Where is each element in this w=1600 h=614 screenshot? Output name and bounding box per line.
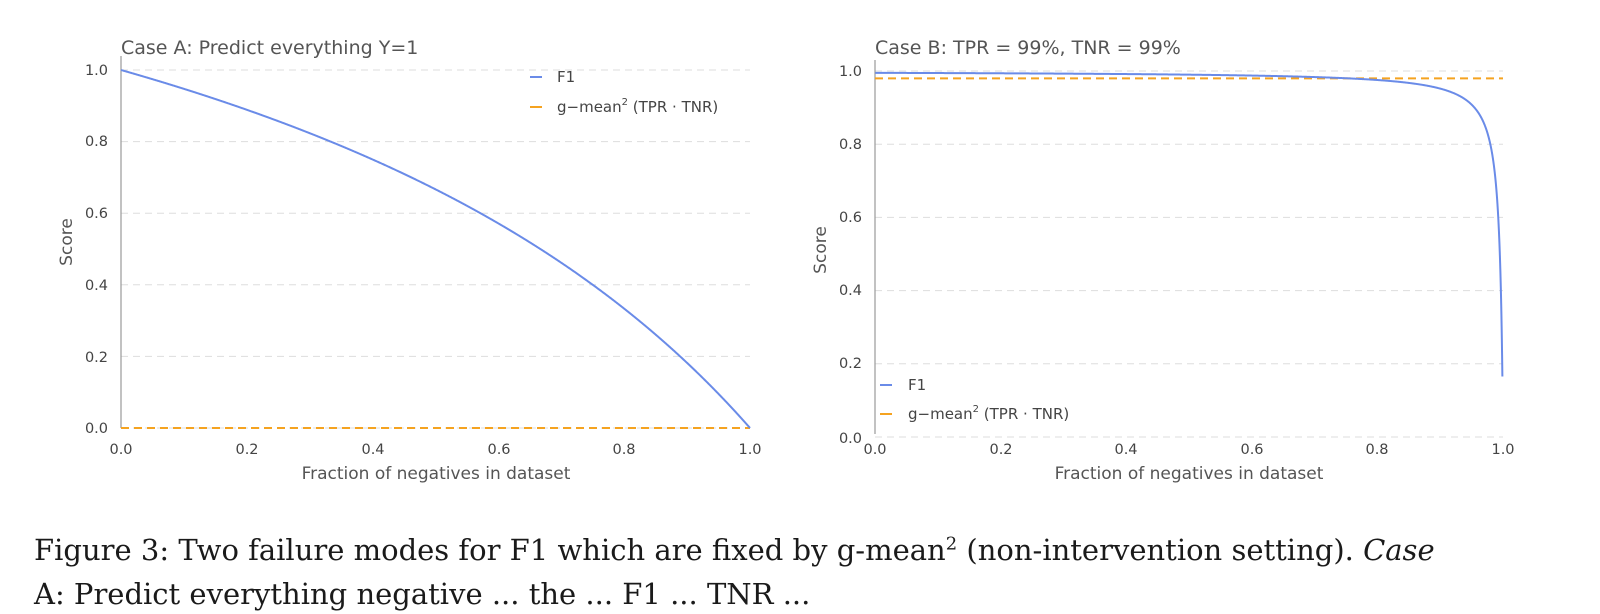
chart-b-ytick-3: 0.6 <box>839 210 862 226</box>
chart-b-x-label: Fraction of negatives in dataset <box>1055 464 1324 484</box>
chart-a-ytick-1: 0.2 <box>85 350 108 366</box>
chart-b-x-ticks: 0.0 0.2 0.4 0.6 0.8 1.0 <box>863 442 1514 458</box>
chart-b-xtick-5: 1.0 <box>1491 442 1514 458</box>
chart-a-f1-line <box>120 69 751 429</box>
chart-a-ytick-4: 0.8 <box>85 134 108 150</box>
figure-caption: Figure 3: Two failure modes for F1 which… <box>34 530 1574 570</box>
chart-a-ytick-5: 1.0 <box>85 63 108 79</box>
chart-b-gridlines <box>875 70 1503 438</box>
chart-a-legend-gmean-label: g−mean2 (TPR · TNR) <box>557 97 718 116</box>
caption-sup: 2 <box>945 533 958 555</box>
chart-a-xtick-0: 0.0 <box>109 442 132 458</box>
chart-a-x-ticks: 0.0 0.2 0.4 0.6 0.8 1.0 <box>109 442 761 458</box>
chart-b-xtick-1: 0.2 <box>989 442 1012 458</box>
chart-b-ytick-0: 0.0 <box>839 431 862 447</box>
chart-a-title: Case A: Predict everything Y=1 <box>121 37 418 59</box>
figure: Case A: Predict everything Y=1 0.0 0.2 0… <box>57 37 1515 484</box>
chart-b-ytick-5: 1.0 <box>839 64 862 80</box>
chart-a-legend: F1 g−mean2 (TPR · TNR) <box>530 68 718 116</box>
chart-b-title: Case B: TPR = 99%, TNR = 99% <box>875 37 1181 59</box>
chart-a-xtick-4: 0.8 <box>612 442 635 458</box>
chart-b-legend-f1-label: F1 <box>908 376 926 394</box>
chart-a-ytick-0: 0.0 <box>85 421 108 437</box>
chart-case-a: Case A: Predict everything Y=1 0.0 0.2 0… <box>57 37 762 484</box>
chart-b-legend-gmean-label: g−mean2 (TPR · TNR) <box>908 404 1069 423</box>
chart-a-ytick-3: 0.6 <box>85 206 108 222</box>
chart-b-xtick-3: 0.6 <box>1240 442 1263 458</box>
chart-a-xtick-2: 0.4 <box>361 442 384 458</box>
chart-a-ytick-2: 0.4 <box>85 278 108 294</box>
chart-b-ytick-2: 0.4 <box>839 283 862 299</box>
chart-a-y-ticks: 0.0 0.2 0.4 0.6 0.8 1.0 <box>85 63 108 437</box>
chart-b-y-ticks: 0.0 0.2 0.4 0.6 0.8 1.0 <box>839 64 862 447</box>
figure-caption-line2: A: Predict everything negative ... the .… <box>34 577 811 611</box>
chart-b-f1-line <box>875 71 1504 377</box>
caption-suffix: (non-intervention setting). <box>957 533 1354 567</box>
chart-case-b: Case B: TPR = 99%, TNR = 99% 0.0 0.2 0.4… <box>811 37 1515 484</box>
chart-a-x-label: Fraction of negatives in dataset <box>302 464 571 484</box>
caption-italic: Case <box>1363 533 1435 567</box>
chart-b-xtick-0: 0.0 <box>863 442 886 458</box>
chart-a-legend-f1-label: F1 <box>557 68 575 86</box>
chart-b-ytick-1: 0.2 <box>839 356 862 372</box>
chart-b-xtick-2: 0.4 <box>1114 442 1137 458</box>
chart-a-xtick-3: 0.6 <box>487 442 510 458</box>
chart-a-gridlines <box>121 69 750 429</box>
chart-a-y-label: Score <box>57 218 77 266</box>
chart-b-legend: F1 g−mean2 (TPR · TNR) <box>880 376 1069 423</box>
chart-b-ytick-4: 0.8 <box>839 137 862 153</box>
chart-a-xtick-5: 1.0 <box>738 442 761 458</box>
caption-prefix: Figure 3: Two failure modes for F1 which… <box>34 533 946 567</box>
chart-a-xtick-1: 0.2 <box>235 442 258 458</box>
chart-b-xtick-4: 0.8 <box>1365 442 1388 458</box>
chart-b-y-label: Score <box>811 226 831 274</box>
